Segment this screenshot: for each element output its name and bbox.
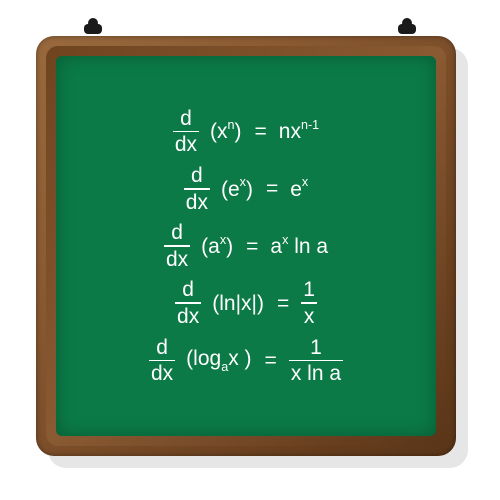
chalkboard-frame: d dx (xn) = nxn-1 d dx (ex) = ex d dx	[36, 36, 456, 456]
arg: (ex)	[220, 178, 254, 200]
rhs-frac-num: 1	[301, 279, 317, 302]
deriv-symbol: d dx	[175, 279, 201, 327]
arg: (ax)	[200, 235, 234, 257]
deriv-num: d	[178, 108, 194, 131]
deriv-num: d	[154, 337, 170, 360]
rhs-tail: ln a	[288, 235, 328, 258]
deriv-den: dx	[184, 190, 210, 213]
formula-row: d dx (logax ) = 1 x ln a	[92, 337, 400, 385]
pin-right	[398, 24, 416, 34]
equals: =	[264, 178, 280, 199]
arg-base: x	[217, 120, 228, 143]
equals: =	[275, 293, 291, 314]
log-of: x	[228, 347, 239, 370]
formula-row: d dx (ln|x|) = 1 x	[92, 279, 400, 327]
rhs-frac: 1 x ln a	[289, 337, 343, 385]
formula-row: d dx (xn) = nxn-1	[92, 108, 400, 156]
deriv-den: dx	[173, 132, 199, 155]
rhs-sup: x	[302, 175, 308, 189]
rhs-sup: x	[282, 233, 288, 247]
formula-row: d dx (ex) = ex	[92, 165, 400, 213]
rhs-frac-den: x ln a	[289, 361, 343, 384]
rhs-coeff: n	[279, 120, 291, 143]
arg-sup: x	[240, 175, 246, 189]
arg-base: e	[228, 178, 240, 201]
rhs: nxn-1	[279, 120, 319, 142]
rhs-sup: n-1	[301, 118, 319, 132]
rhs-frac-num: 1	[308, 337, 324, 360]
deriv-den: dx	[164, 247, 190, 270]
arg-plain: ln|x|	[219, 292, 257, 315]
arg: (logax )	[185, 348, 252, 373]
deriv-den: dx	[149, 361, 175, 384]
arg-sup: n	[228, 118, 235, 132]
rhs: ex	[290, 178, 308, 200]
log-base: a	[221, 360, 228, 374]
pin-left	[84, 24, 102, 34]
deriv-symbol: d dx	[164, 222, 190, 270]
equals: =	[244, 236, 260, 257]
equals: =	[263, 350, 279, 371]
deriv-num: d	[189, 165, 205, 188]
deriv-den: dx	[175, 304, 201, 327]
formula-row: d dx (ax) = ax ln a	[92, 222, 400, 270]
rhs-frac-den: x	[302, 304, 317, 327]
arg: (xn)	[209, 120, 243, 142]
rhs-base: e	[290, 178, 302, 201]
arg-sup: x	[220, 233, 226, 247]
deriv-symbol: d dx	[184, 165, 210, 213]
arg-base: a	[208, 235, 220, 258]
arg: (ln|x|)	[211, 293, 265, 314]
deriv-num: d	[180, 279, 196, 302]
formula-list: d dx (xn) = nxn-1 d dx (ex) = ex d dx	[92, 92, 400, 400]
deriv-num: d	[169, 222, 185, 245]
log-word: log	[193, 347, 221, 370]
equals: =	[253, 121, 269, 142]
rhs-base: x	[290, 120, 301, 143]
rhs: ax ln a	[270, 235, 328, 257]
deriv-symbol: d dx	[149, 337, 175, 385]
deriv-symbol: d dx	[173, 108, 199, 156]
rhs-frac: 1 x	[301, 279, 317, 327]
rhs-base: a	[270, 235, 282, 258]
